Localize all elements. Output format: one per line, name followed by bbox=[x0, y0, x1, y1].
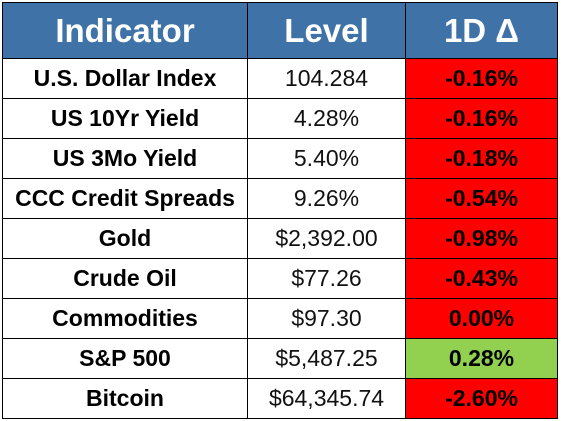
change-cell: -0.16% bbox=[405, 58, 558, 99]
table-row: S&P 500 $5,487.25 0.28% bbox=[2, 338, 558, 379]
level-cell: 5.40% bbox=[247, 138, 406, 179]
level-cell: $97.30 bbox=[247, 298, 406, 339]
indicator-cell: US 3Mo Yield bbox=[2, 138, 248, 179]
change-cell: 0.00% bbox=[405, 298, 558, 339]
header-indicator: Indicator bbox=[2, 2, 248, 59]
table-row: US 10Yr Yield 4.28% -0.16% bbox=[2, 98, 558, 139]
indicator-cell: Gold bbox=[2, 218, 248, 259]
indicators-table: Indicator Level 1D Δ U.S. Dollar Index 10… bbox=[2, 2, 558, 419]
change-cell: -0.54% bbox=[405, 178, 558, 219]
change-cell: -0.98% bbox=[405, 218, 558, 259]
header-row: Indicator Level 1D Δ bbox=[2, 2, 558, 59]
level-cell: $2,392.00 bbox=[247, 218, 406, 259]
header-change: 1D Δ bbox=[405, 2, 558, 59]
indicator-cell: US 10Yr Yield bbox=[2, 98, 248, 139]
indicator-cell: S&P 500 bbox=[2, 338, 248, 379]
indicator-cell: Crude Oil bbox=[2, 258, 248, 299]
table-row: Bitcoin $64,345.74 -2.60% bbox=[2, 378, 558, 419]
change-cell: -0.18% bbox=[405, 138, 558, 179]
header-level: Level bbox=[247, 2, 406, 59]
indicator-cell: Bitcoin bbox=[2, 378, 248, 419]
change-cell: 0.28% bbox=[405, 338, 558, 379]
table-row: Crude Oil $77.26 -0.43% bbox=[2, 258, 558, 299]
table-row: U.S. Dollar Index 104.284 -0.16% bbox=[2, 58, 558, 99]
table-body: U.S. Dollar Index 104.284 -0.16% US 10Yr Yi… bbox=[2, 58, 558, 419]
indicator-cell: Commodities bbox=[2, 298, 248, 339]
change-cell: -0.43% bbox=[405, 258, 558, 299]
table-row: Gold $2,392.00 -0.98% bbox=[2, 218, 558, 259]
level-cell: 9.26% bbox=[247, 178, 406, 219]
table-row: Commodities $97.30 0.00% bbox=[2, 298, 558, 339]
table-row: US 3Mo Yield 5.40% -0.18% bbox=[2, 138, 558, 179]
table-row: CCC Credit Spreads 9.26% -0.54% bbox=[2, 178, 558, 219]
level-cell: $64,345.74 bbox=[247, 378, 406, 419]
level-cell: $77.26 bbox=[247, 258, 406, 299]
indicator-cell: U.S. Dollar Index bbox=[2, 58, 248, 99]
level-cell: 4.28% bbox=[247, 98, 406, 139]
change-cell: -0.16% bbox=[405, 98, 558, 139]
change-cell: -2.60% bbox=[405, 378, 558, 419]
level-cell: 104.284 bbox=[247, 58, 406, 99]
indicator-cell: CCC Credit Spreads bbox=[2, 178, 248, 219]
level-cell: $5,487.25 bbox=[247, 338, 406, 379]
